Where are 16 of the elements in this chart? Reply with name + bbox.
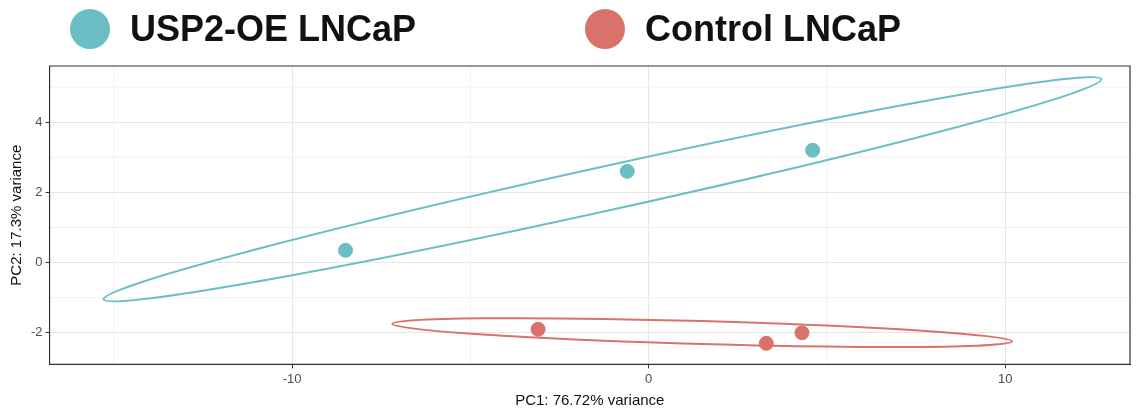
y-axis-title: PC2: 17.3% variance (7, 144, 25, 286)
x-tick-label: -10 (282, 370, 302, 386)
y-tick-label: 2 (35, 183, 43, 199)
x-tick-label: 0 (645, 370, 653, 386)
point (619, 163, 635, 179)
legend-label: USP2-OE LNCaP (130, 8, 417, 50)
y-tick-label: 0 (35, 254, 43, 270)
x-axis-title: PC1: 76.72% variance (515, 391, 665, 409)
point (338, 242, 354, 258)
point (530, 321, 546, 337)
x-tick-label: 10 (997, 370, 1013, 386)
legend-label: Control LNCaP (645, 8, 901, 50)
y-tick-label: -2 (31, 324, 43, 340)
point (794, 325, 810, 341)
point (805, 142, 821, 158)
y-tick-label: 4 (35, 113, 43, 129)
